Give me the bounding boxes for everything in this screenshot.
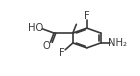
Text: HO: HO — [28, 23, 43, 33]
Text: NH₂: NH₂ — [108, 38, 127, 48]
Text: F: F — [84, 11, 90, 21]
Text: F: F — [59, 48, 65, 58]
Text: O: O — [43, 41, 50, 51]
